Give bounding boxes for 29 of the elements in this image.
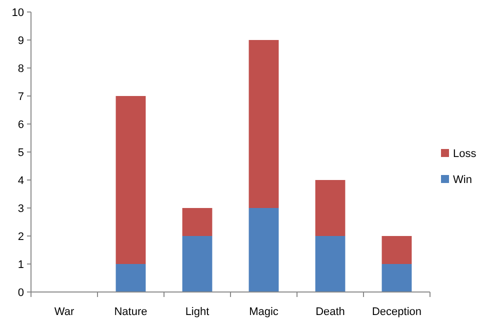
bar <box>116 96 146 264</box>
x-tick-label: Nature <box>114 306 148 318</box>
x-tick-label: Light <box>185 306 210 318</box>
y-tick-label: 5 <box>18 146 24 159</box>
y-tick-label: 9 <box>18 34 24 47</box>
y-tick-label: 4 <box>18 174 24 187</box>
y-tick-label: 6 <box>18 118 24 131</box>
bar <box>182 236 212 292</box>
legend-label: Win <box>453 174 472 186</box>
bar <box>382 236 412 264</box>
y-tick-label: 8 <box>18 62 24 75</box>
y-tick-label: 2 <box>18 230 24 243</box>
bar <box>182 208 212 236</box>
y-tick-label: 7 <box>18 90 24 103</box>
bar <box>248 208 279 292</box>
y-tick-label: 1 <box>18 258 24 271</box>
x-tick-label: Magic <box>249 306 279 318</box>
y-tick-label: 0 <box>18 286 24 299</box>
legend-label: Loss <box>453 148 477 160</box>
x-tick-label: Deception <box>372 306 422 318</box>
y-tick-label: 10 <box>12 6 24 19</box>
bar <box>116 264 146 292</box>
bar <box>315 236 346 292</box>
bar <box>248 40 279 208</box>
bar <box>382 264 412 292</box>
y-tick-label: 3 <box>18 202 24 215</box>
x-tick-label: Death <box>316 306 345 318</box>
bar <box>315 180 346 236</box>
x-tick-label: War <box>54 306 74 318</box>
